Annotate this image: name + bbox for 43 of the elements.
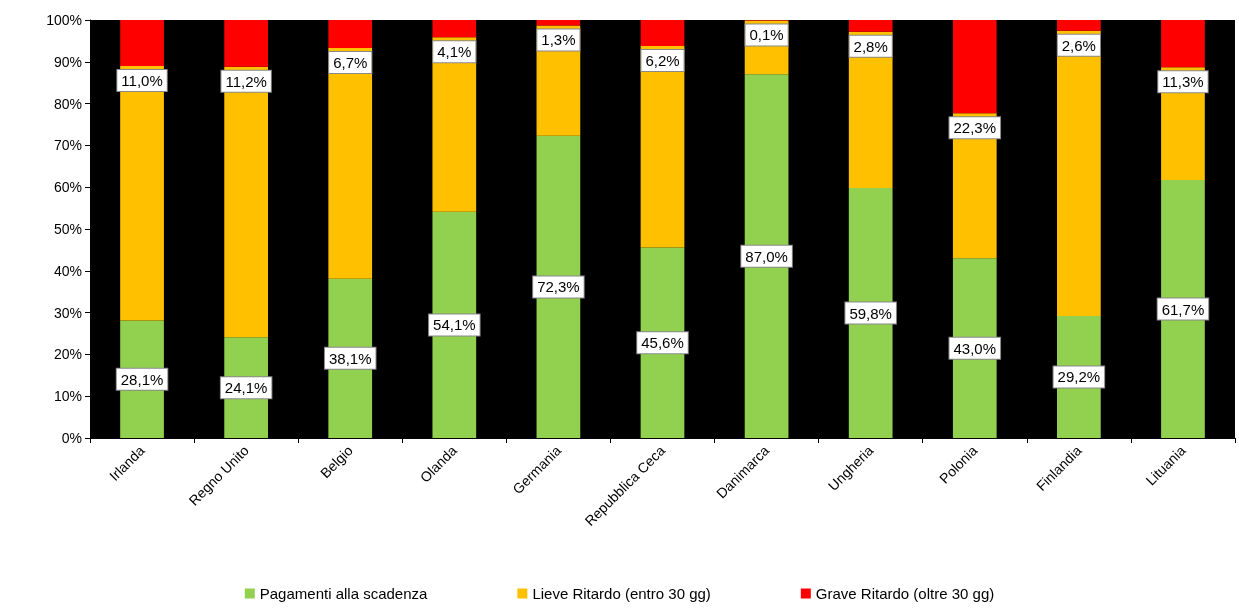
legend-label: Lieve Ritardo (entro 30 gg) bbox=[532, 585, 711, 602]
legend-label: Pagamenti alla scadenza bbox=[259, 585, 429, 602]
data-label: 4,1% bbox=[437, 43, 472, 61]
legend-label: Grave Ritardo (oltre 30 gg) bbox=[815, 585, 995, 602]
bar bbox=[432, 37, 477, 212]
y-tick-label: 30% bbox=[53, 304, 82, 321]
bar bbox=[536, 20, 581, 26]
y-tick-label: 0% bbox=[61, 430, 82, 446]
bar bbox=[328, 48, 373, 279]
y-tick-label: 80% bbox=[53, 95, 82, 112]
data-label: 29,2% bbox=[1057, 368, 1101, 386]
y-tick-label: 70% bbox=[53, 137, 82, 154]
data-label: 0,1% bbox=[749, 26, 784, 44]
y-tick-label: 40% bbox=[53, 262, 82, 279]
data-label: 2,8% bbox=[853, 37, 888, 55]
data-label: 1,3% bbox=[541, 31, 576, 49]
data-label: 11,2% bbox=[225, 72, 267, 90]
y-tick-label: 60% bbox=[53, 179, 82, 196]
data-label: 43,0% bbox=[953, 339, 997, 357]
data-label: 11,3% bbox=[1162, 73, 1204, 91]
data-label: 87,0% bbox=[745, 247, 788, 265]
y-tick-label: 90% bbox=[53, 53, 82, 70]
bar bbox=[640, 20, 685, 46]
data-label: 22,3% bbox=[953, 119, 997, 137]
bar bbox=[1057, 30, 1101, 316]
data-label: 24,1% bbox=[224, 379, 268, 397]
bar bbox=[120, 20, 164, 66]
y-tick-label: 20% bbox=[53, 346, 82, 363]
data-label: 6,7% bbox=[333, 54, 368, 72]
data-label: 45,6% bbox=[641, 334, 684, 352]
data-label: 54,1% bbox=[433, 316, 476, 334]
data-label: 61,7% bbox=[1161, 300, 1205, 318]
y-tick-label: 50% bbox=[53, 221, 82, 237]
data-label: 72,3% bbox=[537, 278, 580, 296]
data-label: 28,1% bbox=[120, 370, 164, 388]
y-tick-label: 10% bbox=[53, 388, 82, 405]
data-label: 11,0% bbox=[121, 71, 163, 89]
data-label: 38,1% bbox=[328, 349, 372, 367]
y-tick-label: 100% bbox=[46, 12, 82, 28]
data-label: 59,8% bbox=[849, 304, 892, 322]
bar bbox=[640, 45, 685, 248]
data-label: 6,2% bbox=[645, 51, 680, 69]
data-label: 2,6% bbox=[1061, 36, 1096, 54]
